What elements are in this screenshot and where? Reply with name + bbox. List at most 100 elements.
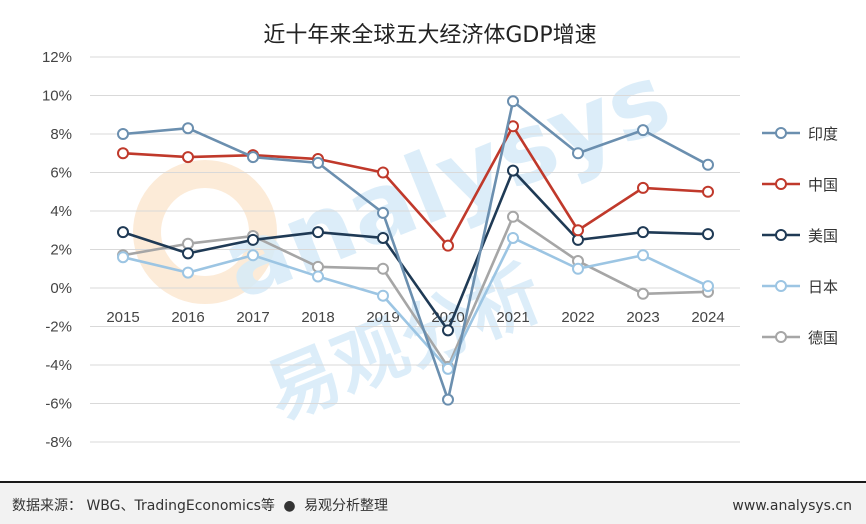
x-tick-label: 2022 bbox=[561, 309, 594, 326]
series-line bbox=[122, 99, 709, 401]
data-point bbox=[117, 226, 129, 239]
y-tick-label: 12% bbox=[42, 49, 72, 66]
data-point bbox=[702, 158, 714, 171]
legend-label: 中国 bbox=[808, 176, 838, 194]
data-point bbox=[182, 237, 194, 250]
legend-label: 印度 bbox=[808, 125, 838, 143]
y-tick-label: 10% bbox=[42, 88, 72, 105]
data-point bbox=[377, 262, 389, 275]
data-point bbox=[377, 289, 389, 302]
series-lines bbox=[117, 95, 714, 406]
data-point bbox=[702, 185, 714, 198]
footer-bullet: ● bbox=[283, 498, 295, 514]
legend-swatch-marker bbox=[775, 178, 787, 190]
data-point bbox=[247, 249, 259, 262]
x-tick-label: 2018 bbox=[301, 309, 334, 326]
legend-item: 日本 bbox=[762, 278, 838, 296]
data-point bbox=[182, 122, 194, 135]
data-point bbox=[442, 324, 454, 337]
data-point bbox=[507, 231, 519, 244]
x-tick-label: 2023 bbox=[626, 309, 659, 326]
watermark-logo-ring bbox=[133, 160, 277, 304]
data-point bbox=[312, 156, 324, 169]
y-tick-label: -6% bbox=[45, 396, 72, 413]
legend-label: 日本 bbox=[808, 278, 838, 296]
legend-item: 德国 bbox=[762, 329, 838, 347]
data-point bbox=[117, 128, 129, 140]
series-1 bbox=[117, 120, 714, 252]
x-tick-label: 2021 bbox=[496, 309, 529, 326]
data-point bbox=[507, 95, 519, 108]
series-line bbox=[122, 215, 709, 369]
x-tick-label: 2019 bbox=[366, 309, 399, 326]
x-tick-label: 2015 bbox=[106, 309, 139, 326]
legend-item: 印度 bbox=[762, 125, 838, 143]
data-point bbox=[637, 287, 649, 300]
data-point bbox=[637, 226, 649, 239]
data-point bbox=[312, 270, 324, 283]
data-point bbox=[572, 262, 584, 275]
data-point bbox=[507, 210, 519, 223]
y-axis-tick-labels: -8% -6% -4% -2% 0% 2% 4% 6% 8% 10% 12% bbox=[42, 49, 72, 451]
data-point bbox=[442, 393, 454, 406]
footer-url: www.analysys.cn bbox=[732, 498, 852, 514]
data-point bbox=[182, 247, 194, 260]
footer-credit: 易观分析整理 bbox=[304, 498, 388, 514]
data-point bbox=[442, 239, 454, 252]
data-point bbox=[572, 224, 584, 237]
series-line bbox=[122, 125, 709, 247]
x-tick-label: 2017 bbox=[236, 309, 269, 326]
data-point bbox=[572, 233, 584, 246]
series-line bbox=[122, 236, 709, 371]
footer-background bbox=[0, 482, 866, 524]
y-tick-label: -4% bbox=[45, 357, 72, 374]
legend-swatch-marker bbox=[775, 229, 787, 241]
data-point bbox=[507, 164, 519, 177]
data-point bbox=[572, 147, 584, 160]
legend-label: 美国 bbox=[808, 227, 838, 245]
series-0 bbox=[117, 95, 714, 406]
y-tick-label: 4% bbox=[50, 203, 72, 220]
data-point bbox=[117, 147, 129, 160]
series-2 bbox=[117, 164, 714, 337]
y-tick-label: 0% bbox=[50, 280, 72, 297]
data-point bbox=[247, 151, 259, 164]
chart-title: 近十年来全球五大经济体GDP增速 bbox=[263, 23, 596, 48]
footer-source-text: 数据来源： WBG、TradingEconomics等 ● 易观分析整理 bbox=[12, 497, 388, 514]
legend-item: 美国 bbox=[762, 227, 838, 245]
data-point bbox=[637, 181, 649, 194]
data-point bbox=[702, 280, 714, 293]
y-tick-label: 2% bbox=[50, 242, 72, 259]
series-line bbox=[122, 169, 709, 332]
data-point bbox=[637, 249, 649, 262]
data-point bbox=[117, 251, 129, 264]
legend-label: 德国 bbox=[808, 329, 838, 347]
series-3 bbox=[117, 231, 714, 375]
legend-swatch-marker bbox=[775, 127, 787, 139]
data-point bbox=[377, 206, 389, 219]
data-point bbox=[442, 362, 454, 375]
data-point bbox=[377, 166, 389, 179]
data-point bbox=[702, 228, 714, 241]
y-tick-label: 6% bbox=[50, 165, 72, 182]
legend-item: 中国 bbox=[762, 176, 838, 194]
data-point bbox=[182, 266, 194, 279]
data-point bbox=[182, 151, 194, 164]
y-tick-label: -8% bbox=[45, 434, 72, 451]
data-point bbox=[247, 233, 259, 246]
legend-swatch-marker bbox=[775, 280, 787, 292]
x-tick-label: 2016 bbox=[171, 309, 204, 326]
y-tick-label: -2% bbox=[45, 319, 72, 336]
y-tick-label: 8% bbox=[50, 126, 72, 143]
data-point bbox=[312, 226, 324, 239]
data-point bbox=[312, 260, 324, 273]
data-point bbox=[637, 124, 649, 137]
x-tick-label: 2024 bbox=[691, 309, 724, 326]
data-point bbox=[377, 231, 389, 244]
footer-source: 数据来源： WBG、TradingEconomics等 bbox=[12, 497, 275, 514]
gridlines bbox=[90, 56, 740, 443]
